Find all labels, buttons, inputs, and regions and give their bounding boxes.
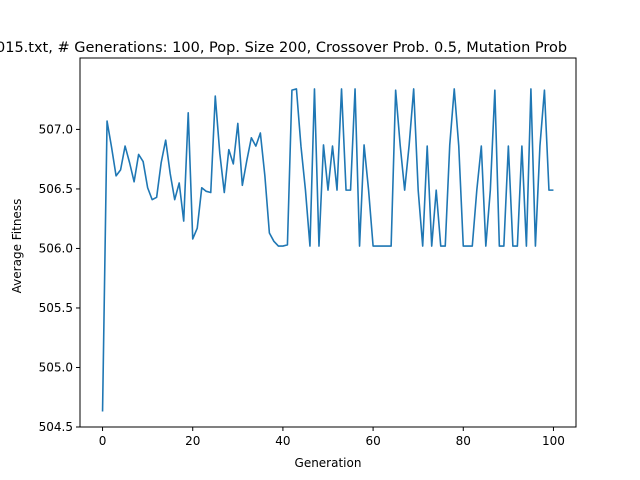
x-tick-label: 40 bbox=[275, 434, 290, 448]
x-axis: 0 20 40 60 80 100 bbox=[99, 427, 565, 448]
y-axis-label: Average Fitness bbox=[10, 199, 24, 294]
y-tick-label: 506.0 bbox=[39, 241, 73, 255]
y-tick-label: 505.5 bbox=[39, 301, 73, 315]
plot-area bbox=[79, 57, 577, 428]
series-line bbox=[101, 88, 554, 412]
chart-title: 015.txt, # Generations: 100, Pop. Size 2… bbox=[0, 40, 567, 56]
x-tick-label: 60 bbox=[365, 434, 380, 448]
y-axis: 504.5 505.0 505.5 506.0 506.5 507.0 bbox=[39, 122, 80, 434]
y-tick-label: 506.5 bbox=[39, 182, 73, 196]
y-tick-label: 507.0 bbox=[39, 122, 73, 136]
x-axis-label: Generation bbox=[295, 456, 362, 470]
x-tick-label: 80 bbox=[456, 434, 471, 448]
x-tick-label: 20 bbox=[185, 434, 200, 448]
y-tick-label: 505.0 bbox=[39, 360, 73, 374]
x-tick-label: 100 bbox=[542, 434, 565, 448]
y-tick-label: 504.5 bbox=[39, 420, 73, 434]
x-tick-label: 0 bbox=[99, 434, 107, 448]
plot-frame bbox=[79, 57, 577, 428]
